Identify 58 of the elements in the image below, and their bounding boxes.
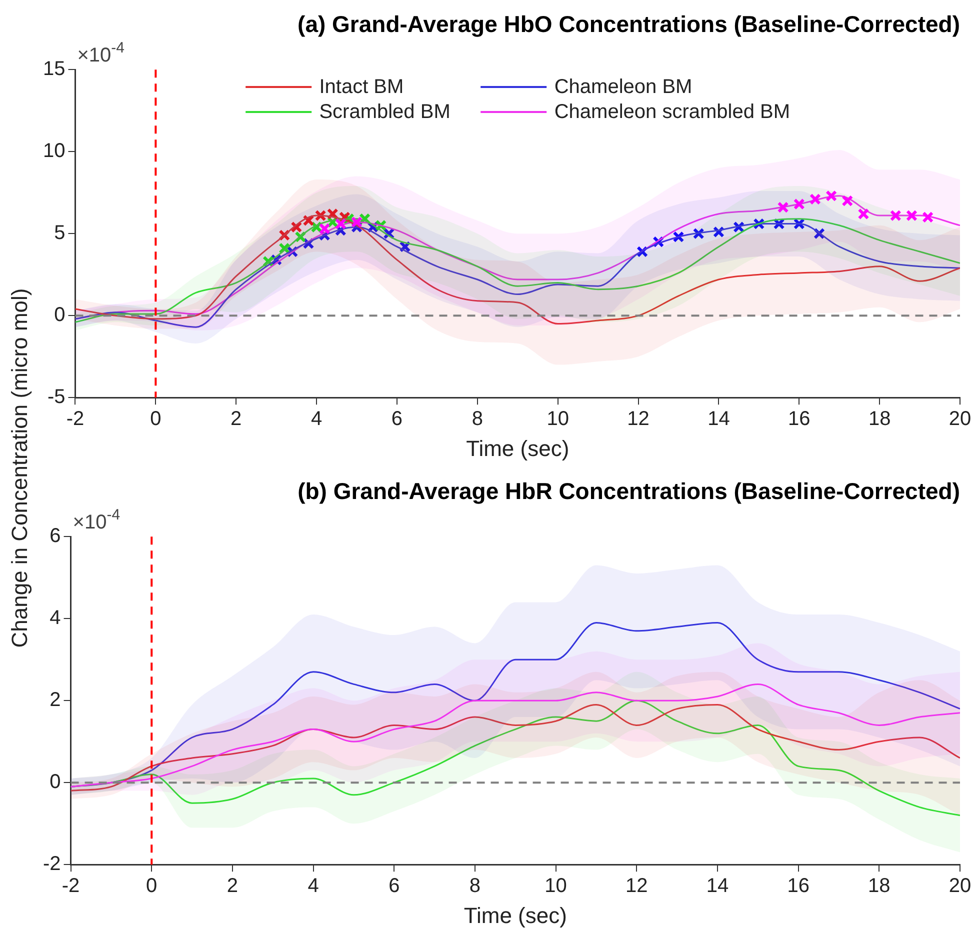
x-tick-label: 0 xyxy=(150,408,162,430)
x-tick-label: 16 xyxy=(787,875,810,898)
point xyxy=(334,218,346,230)
x-tick-label: 14 xyxy=(708,408,730,430)
x-tick-label: 20 xyxy=(948,875,972,898)
point xyxy=(906,210,918,222)
point xyxy=(318,222,330,234)
x-tick-label: 10 xyxy=(544,875,567,898)
y-tick-label: 10 xyxy=(42,140,66,162)
chart-title: (b) Grand-Average HbR Concentrations (Baseline-Corrected) xyxy=(298,478,960,504)
x-tick-label: 14 xyxy=(706,875,729,898)
point xyxy=(351,216,362,228)
x-tick-label: 16 xyxy=(788,408,810,430)
y-tick-label: 2 xyxy=(50,689,61,712)
x-tick-label: 20 xyxy=(948,408,972,430)
x-tick-label: 6 xyxy=(388,875,400,898)
point xyxy=(922,211,934,223)
line-series xyxy=(70,683,960,788)
point xyxy=(777,202,789,214)
y-tick-label: -2 xyxy=(42,853,61,876)
x-tick-label: 8 xyxy=(469,875,481,898)
x-tick-label: 2 xyxy=(230,408,242,430)
y-tick-label: 4 xyxy=(50,607,61,630)
x-tick-label: 0 xyxy=(146,875,158,898)
x-tick-label: 18 xyxy=(868,875,890,898)
y-tick-label: 15 xyxy=(42,58,66,80)
x-tick-label: 12 xyxy=(627,408,650,430)
x-axis-title: Time (sec) xyxy=(466,436,570,461)
legend-label: Intact BM xyxy=(319,76,404,99)
y-axis-title: Change in Concentration (micro mol) xyxy=(7,288,33,648)
point xyxy=(793,198,805,210)
line-series xyxy=(70,704,960,792)
x-tick-label: 4 xyxy=(310,408,322,430)
y-tick-label: 6 xyxy=(50,525,61,548)
y-tick-label: -5 xyxy=(47,386,66,408)
point xyxy=(842,195,854,207)
x-tick-label: 4 xyxy=(308,875,319,898)
y-tick-label: 0 xyxy=(54,304,66,326)
legend-label: Chameleon BM xyxy=(554,76,692,99)
point xyxy=(383,228,395,240)
y-tick-label: 0 xyxy=(50,771,61,794)
x-tick-label: 10 xyxy=(546,408,569,430)
legend-label: Chameleon scrambled BM xyxy=(554,100,790,124)
x-tick-label: 6 xyxy=(391,408,403,430)
x-axis-title: Time (sec) xyxy=(464,902,567,928)
chart-title: (a) Grand-Average HbO Concentrations (Baseline-Corrected) xyxy=(298,11,960,38)
point xyxy=(290,221,302,233)
point xyxy=(858,208,870,220)
point xyxy=(826,190,838,202)
x-tick-label: 12 xyxy=(626,875,648,898)
legend-label: Scrambled BM xyxy=(319,100,450,124)
x-tick-label: 8 xyxy=(472,408,483,430)
x-tick-label: 18 xyxy=(868,408,891,430)
point xyxy=(302,214,314,226)
point xyxy=(809,193,821,205)
point xyxy=(890,210,902,222)
x-tick-label: 2 xyxy=(226,875,238,898)
y-tick-label: 5 xyxy=(54,222,66,244)
